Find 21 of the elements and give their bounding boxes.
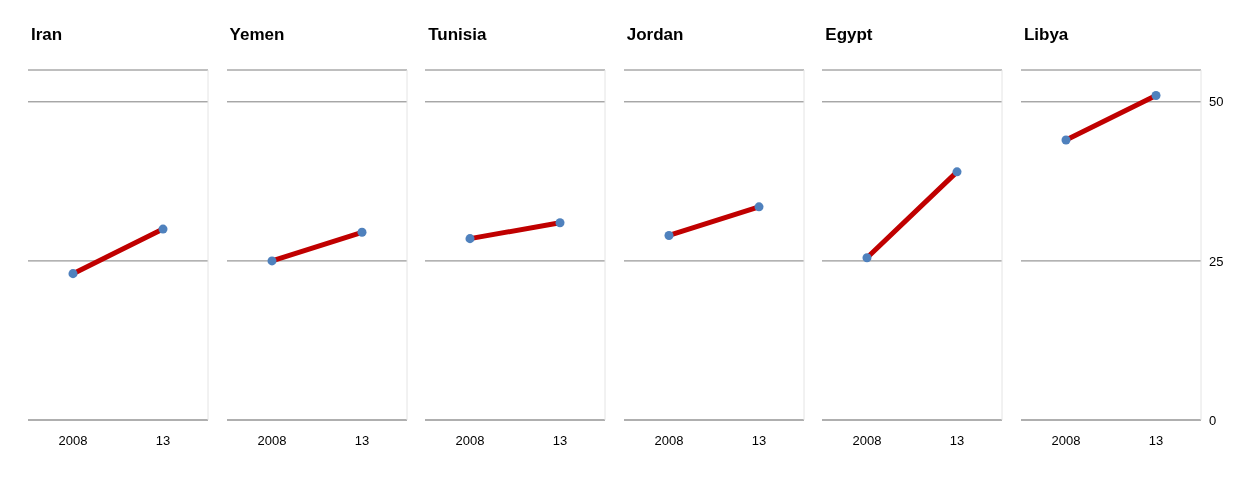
x-tick-label: 13 bbox=[950, 433, 965, 449]
x-tick-label: 2008 bbox=[58, 433, 88, 449]
x-tick-label: 2008 bbox=[257, 433, 287, 449]
y-tick-label: 0 bbox=[1208, 412, 1217, 428]
chart-title: Egypt bbox=[824, 24, 874, 46]
chart-title: Libya bbox=[1022, 24, 1070, 46]
x-tick-label: 13 bbox=[354, 433, 369, 449]
chart-title: Jordan bbox=[625, 24, 685, 46]
x-tick-label: 13 bbox=[552, 433, 568, 449]
x-tick-label: 13 bbox=[1148, 433, 1164, 449]
x-tick-label: 13 bbox=[155, 433, 171, 449]
x-tick-label: 2008 bbox=[654, 433, 684, 449]
x-tick-label: 2008 bbox=[455, 433, 485, 449]
chart-title: Tunisia bbox=[427, 24, 488, 46]
x-tick-label: 2008 bbox=[1051, 433, 1081, 449]
chart-title: Yemen bbox=[228, 24, 286, 46]
y-tick-label: 25 bbox=[1208, 253, 1224, 269]
chart-title: Iran bbox=[30, 24, 64, 46]
x-tick-label: 2008 bbox=[852, 433, 882, 449]
y-tick-label: 50 bbox=[1208, 94, 1224, 110]
x-tick-label: 13 bbox=[751, 433, 766, 449]
